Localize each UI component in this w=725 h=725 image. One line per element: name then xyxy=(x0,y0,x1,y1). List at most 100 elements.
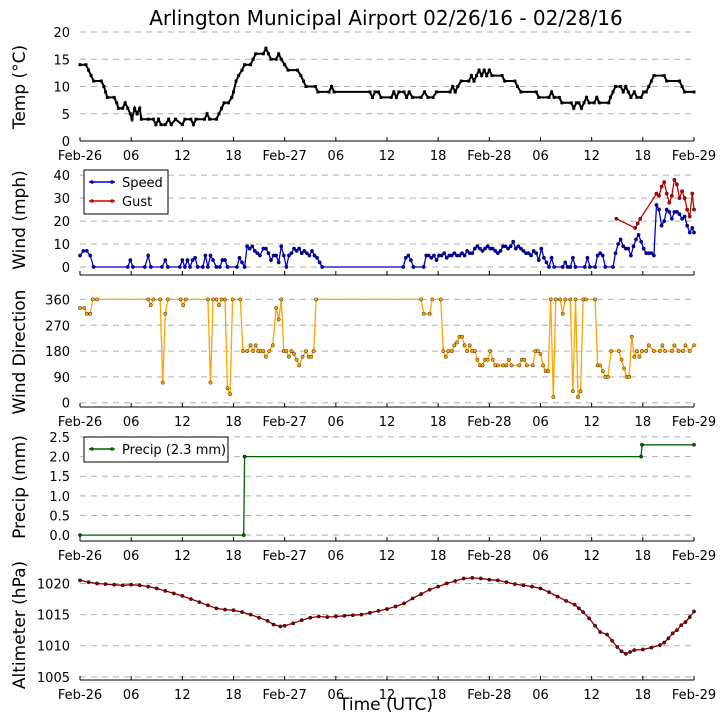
temp-data-point xyxy=(475,74,479,78)
winddir-data-point xyxy=(276,317,281,322)
temp-data-point xyxy=(513,79,517,83)
wind-data-point xyxy=(531,249,536,253)
temp-data-point xyxy=(163,123,167,127)
altimeter-xtick-label: 06 xyxy=(532,688,549,703)
winddir-xtick-label: 18 xyxy=(225,415,242,430)
altimeter-data-point xyxy=(308,615,313,620)
altimeter-data-point xyxy=(504,580,509,585)
winddir-data-point xyxy=(430,297,435,302)
wind-data-point xyxy=(310,249,314,253)
temp-data-point xyxy=(226,101,230,105)
winddir-data-point xyxy=(245,349,250,353)
winddir-data-point xyxy=(160,380,165,385)
winddir-data-point xyxy=(267,349,272,353)
temp-y-axis-label: Temp (°C) xyxy=(10,45,30,130)
winddir-data-point xyxy=(509,363,514,368)
temp-data-point xyxy=(579,106,583,110)
altimeter-data-point xyxy=(359,612,364,617)
altimeter-data-point xyxy=(154,586,159,591)
temp-data-point xyxy=(133,106,137,110)
winddir-data-point xyxy=(419,297,424,302)
temp-data-point xyxy=(448,90,452,94)
altimeter-xtick-label: 12 xyxy=(379,688,396,703)
winddir-data-point xyxy=(311,349,316,353)
wind-data-point xyxy=(84,249,89,253)
winddir-data-point xyxy=(452,343,457,348)
temp-data-point xyxy=(472,79,476,83)
altimeter-xtick-label: 06 xyxy=(123,688,140,703)
wind-data-point xyxy=(317,260,322,265)
winddir-data-point xyxy=(455,340,459,345)
altimeter-data-point xyxy=(402,601,406,606)
precip-xtick-label: Feb-29 xyxy=(672,549,716,564)
temp-data-point xyxy=(126,106,130,110)
temp-data-point xyxy=(316,90,320,94)
altimeter-data-point xyxy=(461,576,466,581)
winddir-data-point xyxy=(146,297,151,302)
winddir-data-point xyxy=(517,363,522,368)
altimeter-data-point xyxy=(291,621,296,626)
temp-data-point xyxy=(503,79,507,83)
temp-xtick-label: 12 xyxy=(174,149,191,164)
winddir-data-point xyxy=(240,349,245,353)
altimeter-data-point xyxy=(231,608,236,613)
precip-ytick-label: 1.0 xyxy=(49,490,70,505)
altimeter-xtick-label: Feb-28 xyxy=(467,688,511,703)
altimeter-data-point xyxy=(495,578,500,583)
altimeter-data-point xyxy=(265,618,270,623)
precip-ytick-label: 2.5 xyxy=(49,431,70,446)
winddir-data-point xyxy=(480,363,485,368)
wind-data-point xyxy=(573,265,578,269)
wind-data-point xyxy=(88,253,93,258)
winddir-data-point xyxy=(462,343,467,348)
winddir-data-point xyxy=(248,343,253,348)
winddir-data-point xyxy=(460,334,464,339)
winddir-data-point xyxy=(609,349,614,353)
wind-data-point xyxy=(669,216,674,221)
temp-data-point xyxy=(89,74,93,78)
winddir-data-point xyxy=(438,297,443,302)
wind-data-point xyxy=(571,255,575,260)
temp-data-point xyxy=(407,90,411,94)
winddir-data-point xyxy=(558,297,563,302)
wind-data-point xyxy=(628,253,633,258)
wind-data-point xyxy=(603,265,608,269)
wind-data-point xyxy=(432,253,436,258)
wind-data-point xyxy=(442,251,447,256)
wind-data-point xyxy=(685,207,690,212)
altimeter-xtick-label: 12 xyxy=(174,688,191,703)
wind-ytick-label: 10 xyxy=(53,238,70,253)
winddir-data-point xyxy=(560,311,565,316)
wind-data-point xyxy=(513,246,518,251)
altimeter-xtick-label: Feb-26 xyxy=(58,688,102,703)
winddir-data-point xyxy=(443,354,448,359)
winddir-data-point xyxy=(165,297,170,302)
wind-data-point xyxy=(652,253,656,258)
wind-data-point xyxy=(247,246,252,251)
winddir-ytick-label: 0 xyxy=(62,397,70,412)
temp-data-point xyxy=(477,68,481,72)
wind-data-point xyxy=(91,265,96,269)
altimeter-data-point xyxy=(662,640,667,645)
temp-data-point xyxy=(237,74,241,78)
wind-data-point xyxy=(292,246,296,251)
temp-data-point xyxy=(301,79,305,83)
precip-series-precip-2-3-mm- xyxy=(80,444,694,536)
winddir-data-point xyxy=(84,311,89,316)
altimeter-data-point xyxy=(692,609,696,614)
wind-data-point xyxy=(626,246,631,251)
temp-data-point xyxy=(469,74,473,78)
altimeter-data-point xyxy=(271,622,276,627)
temp-data-point xyxy=(279,57,283,61)
winddir-data-point xyxy=(264,354,268,359)
wind-data-point xyxy=(675,209,679,214)
winddir-data-point xyxy=(501,363,505,368)
temp-data-point xyxy=(138,106,142,110)
altimeter-ytick-label: 1005 xyxy=(37,671,70,686)
altimeter-data-point xyxy=(657,643,662,648)
precip-legend: Precip (2.3 mm) xyxy=(83,436,229,463)
wind-data-point xyxy=(258,253,262,258)
altimeter-data-point xyxy=(444,581,449,586)
